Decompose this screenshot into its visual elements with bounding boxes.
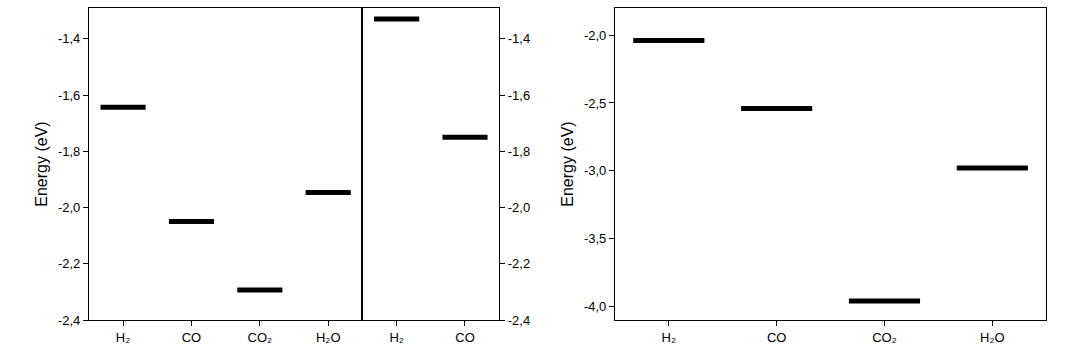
svg-text:-2,2: -2,2 xyxy=(508,256,530,271)
svg-text:CO: CO xyxy=(767,330,787,345)
svg-text:CO: CO xyxy=(455,330,475,345)
svg-text:-2,4: -2,4 xyxy=(508,313,530,328)
svg-text:-2,2: -2,2 xyxy=(58,256,80,271)
svg-text:-1,4: -1,4 xyxy=(508,31,530,46)
svg-text:CO₂: CO₂ xyxy=(248,330,273,345)
svg-text:-2,4: -2,4 xyxy=(58,313,80,328)
svg-text:CO₂: CO₂ xyxy=(872,330,897,345)
svg-text:-2,0: -2,0 xyxy=(508,200,530,215)
svg-text:-3,5: -3,5 xyxy=(584,231,606,246)
svg-text:-2,0: -2,0 xyxy=(584,28,606,43)
svg-text:Energy (eV): Energy (eV) xyxy=(33,121,50,206)
svg-text:H₂O: H₂O xyxy=(316,330,341,345)
svg-text:-4,0: -4,0 xyxy=(584,299,606,314)
svg-text:-1,6: -1,6 xyxy=(508,88,530,103)
svg-text:-2,5: -2,5 xyxy=(584,96,606,111)
svg-text:H₂: H₂ xyxy=(389,330,403,345)
svg-text:-1,8: -1,8 xyxy=(58,144,80,159)
svg-text:-3,0: -3,0 xyxy=(584,163,606,178)
svg-text:-2,0: -2,0 xyxy=(58,200,80,215)
svg-text:H₂: H₂ xyxy=(662,330,676,345)
svg-text:-1,4: -1,4 xyxy=(58,31,80,46)
svg-text:Energy (eV): Energy (eV) xyxy=(559,121,576,206)
svg-text:-1,6: -1,6 xyxy=(58,88,80,103)
svg-text:H₂O: H₂O xyxy=(980,330,1005,345)
svg-text:-1,8: -1,8 xyxy=(508,144,530,159)
svg-text:CO: CO xyxy=(182,330,202,345)
svg-text:H₂: H₂ xyxy=(116,330,130,345)
